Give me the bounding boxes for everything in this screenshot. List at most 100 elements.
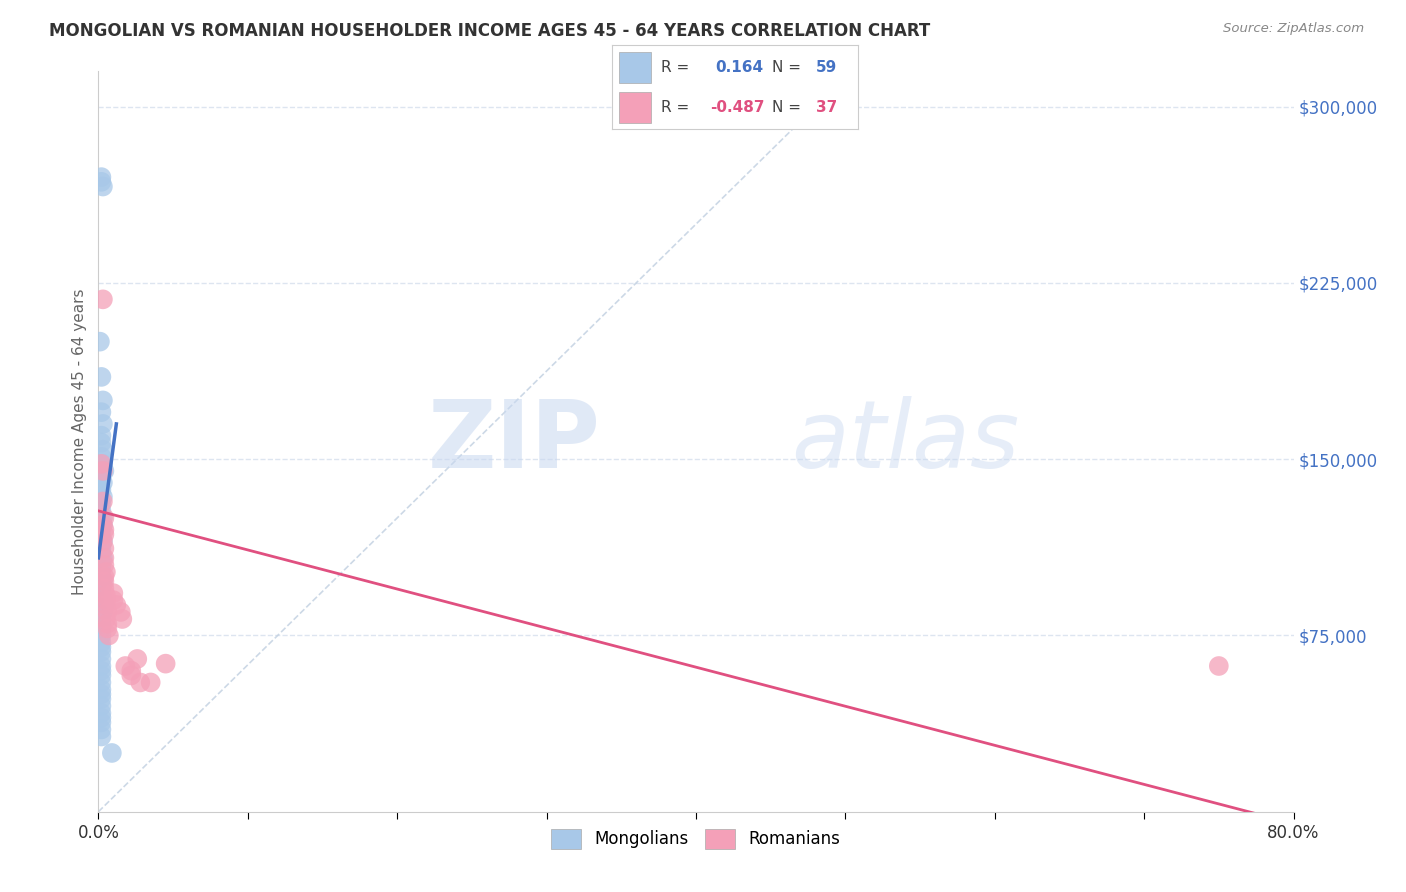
Point: [91, 457, 114, 471]
Point: [90, 645, 112, 659]
Point: [96, 616, 118, 631]
Point: [90, 715, 112, 730]
Point: [90, 546, 112, 560]
Point: [93, 558, 115, 572]
Point: [120, 668, 142, 682]
Point: [90, 682, 112, 697]
Point: [139, 675, 162, 690]
Point: [90, 471, 112, 485]
Point: [91, 442, 114, 457]
Point: [111, 612, 134, 626]
Point: [90, 589, 112, 603]
Point: [90, 711, 112, 725]
Point: [91, 518, 114, 533]
Point: [90, 698, 112, 713]
Point: [94, 589, 117, 603]
Text: 59: 59: [815, 60, 837, 75]
Point: [94, 593, 117, 607]
Point: [94, 612, 117, 626]
Point: [90, 541, 112, 556]
Text: Source: ZipAtlas.com: Source: ZipAtlas.com: [1223, 22, 1364, 36]
Point: [90, 497, 112, 511]
Point: [90, 370, 112, 384]
Point: [90, 428, 112, 442]
Point: [91, 534, 114, 549]
Point: [93, 541, 115, 556]
Point: [90, 675, 112, 690]
Point: [91, 593, 114, 607]
Point: [90, 628, 112, 642]
Point: [120, 664, 142, 678]
Point: [90, 687, 112, 701]
Point: [97, 628, 120, 642]
Point: [90, 450, 112, 464]
Point: [103, 586, 125, 600]
Point: [91, 393, 114, 408]
Point: [129, 675, 152, 690]
Point: [90, 635, 112, 649]
Point: [90, 640, 112, 655]
Point: [90, 405, 112, 419]
Point: [94, 598, 117, 612]
Y-axis label: Householder Income Ages 45 - 64 years: Householder Income Ages 45 - 64 years: [72, 288, 87, 595]
Point: [90, 616, 112, 631]
Point: [91, 417, 114, 431]
Point: [93, 523, 115, 537]
Point: [93, 464, 115, 478]
Point: [155, 657, 177, 671]
Point: [90, 659, 112, 673]
Point: [110, 605, 132, 619]
Point: [90, 504, 112, 518]
Point: [90, 706, 112, 720]
Text: N =: N =: [772, 60, 806, 75]
Point: [91, 550, 114, 565]
Point: [90, 523, 112, 537]
FancyBboxPatch shape: [619, 92, 651, 122]
Point: [90, 457, 112, 471]
Text: 0.164: 0.164: [716, 60, 763, 75]
Text: MONGOLIAN VS ROMANIAN HOUSEHOLDER INCOME AGES 45 - 64 YEARS CORRELATION CHART: MONGOLIAN VS ROMANIAN HOUSEHOLDER INCOME…: [49, 22, 931, 40]
Point: [90, 170, 112, 185]
Point: [90, 435, 112, 450]
Point: [127, 652, 149, 666]
Point: [90, 612, 112, 626]
Point: [103, 593, 125, 607]
Point: [91, 534, 114, 549]
Point: [90, 175, 112, 189]
Point: [1208, 659, 1230, 673]
Text: ZIP: ZIP: [427, 395, 600, 488]
Point: [90, 483, 112, 497]
Point: [93, 511, 115, 525]
Point: [93, 527, 115, 541]
Point: [96, 605, 118, 619]
Point: [101, 746, 124, 760]
Text: -0.487: -0.487: [710, 100, 765, 115]
Point: [114, 659, 136, 673]
Point: [91, 518, 114, 533]
Point: [105, 598, 128, 612]
Point: [91, 494, 114, 508]
Point: [90, 668, 112, 682]
Point: [90, 621, 112, 635]
Point: [91, 475, 114, 490]
Text: 37: 37: [815, 100, 837, 115]
Legend: Mongolians, Romanians: Mongolians, Romanians: [544, 822, 848, 855]
Point: [90, 570, 112, 584]
Point: [93, 550, 115, 565]
Point: [96, 621, 118, 635]
Point: [91, 464, 114, 478]
Text: R =: R =: [661, 60, 695, 75]
Point: [93, 598, 115, 612]
Text: atlas: atlas: [792, 396, 1019, 487]
Point: [93, 582, 115, 596]
Point: [90, 730, 112, 744]
Point: [91, 511, 114, 525]
Text: R =: R =: [661, 100, 695, 115]
Point: [90, 558, 112, 572]
Point: [91, 490, 114, 504]
Point: [94, 565, 117, 579]
Text: N =: N =: [772, 100, 806, 115]
Point: [90, 530, 112, 544]
Point: [91, 293, 114, 307]
Point: [93, 574, 115, 589]
